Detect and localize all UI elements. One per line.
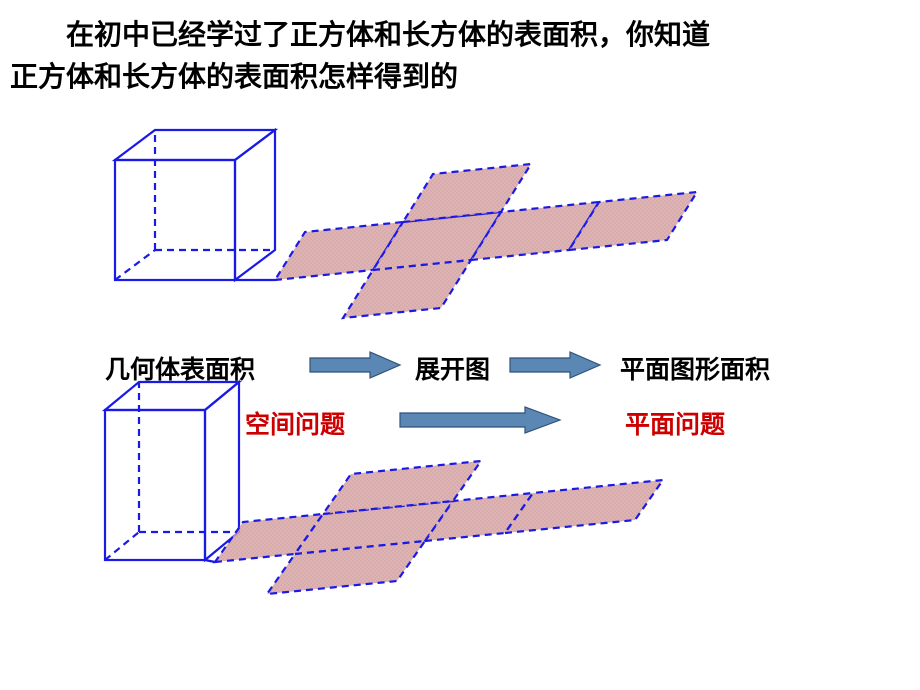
flow-arrow-2	[510, 352, 600, 378]
diagram-svg	[0, 0, 920, 690]
flow-arrow-1	[310, 352, 400, 378]
cube-net	[235, 164, 697, 318]
flow-arrow-3	[400, 407, 560, 433]
cuboid-net	[205, 461, 663, 594]
cuboid-3d	[105, 382, 239, 560]
cube-3d	[115, 130, 275, 280]
